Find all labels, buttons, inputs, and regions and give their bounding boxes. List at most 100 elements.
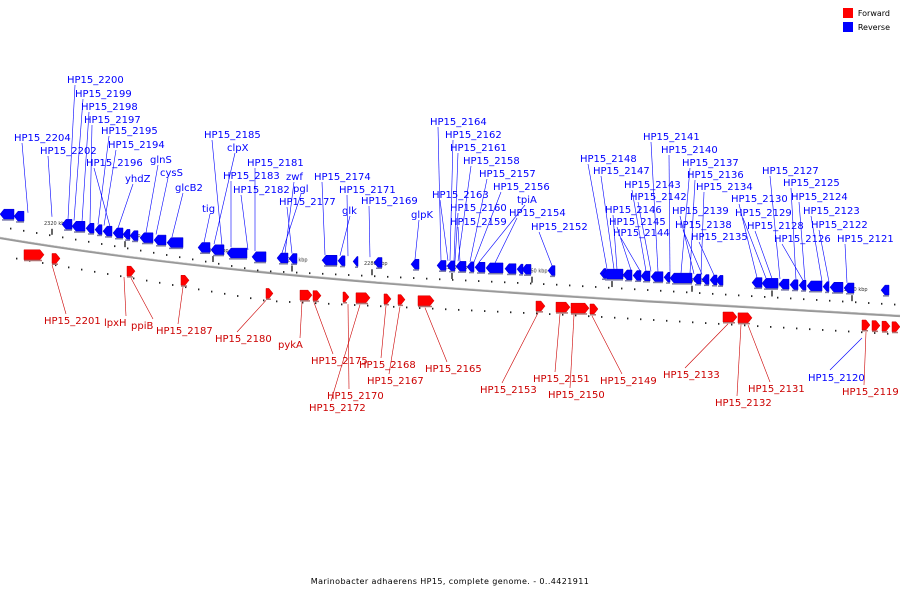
gene-label-hp15-2125: HP15_2125	[783, 178, 840, 189]
forward-gene-shadow	[723, 322, 735, 324]
strand-dot	[257, 269, 259, 272]
strand-dot	[192, 258, 194, 261]
reverse-gene-block	[715, 275, 724, 286]
forward-gene-block	[299, 289, 313, 301]
gene-label-hp15-2144: HP15_2144	[613, 228, 670, 239]
reverse-label-connector	[454, 212, 459, 262]
reverse-label-connector	[478, 204, 526, 263]
strand-dot	[881, 302, 883, 305]
forward-gene-shadow	[556, 312, 568, 314]
reverse-label-connector	[790, 187, 797, 280]
gene-label-hp15-2143: HP15_2143	[624, 180, 681, 191]
gene-label-hp15-2148: HP15_2148	[580, 154, 637, 165]
reverse-gene-block	[640, 270, 651, 282]
strand-dot	[660, 289, 662, 292]
strand-dot	[387, 275, 389, 278]
gene-label-yhdz: yhdZ	[125, 174, 151, 185]
reverse-label-connector	[368, 205, 371, 258]
reverse-gene-shadow	[602, 278, 606, 281]
strand-dot	[263, 299, 265, 302]
reverse-gene-block	[226, 247, 248, 259]
strand-dot	[731, 323, 733, 326]
reverse-gene-block	[663, 272, 671, 283]
gene-label-hp15-2150: HP15_2150	[548, 390, 605, 401]
forward-gene-shadow	[571, 313, 587, 315]
reverse-gene-shadow	[635, 280, 641, 283]
strand-dot	[588, 315, 590, 318]
reverse-gene-shadow	[477, 272, 485, 274]
reverse-label-connector	[457, 226, 461, 262]
forward-gene-shadow	[872, 330, 878, 333]
strand-dot	[179, 256, 181, 259]
forward-gene-shadow	[356, 302, 368, 305]
reverse-gene-block	[692, 273, 702, 285]
reverse-label-connector	[284, 181, 295, 254]
forward-label-connector	[569, 314, 575, 389]
gene-label-hp15-2168: HP15_2168	[359, 360, 416, 371]
strand-dot	[224, 292, 226, 295]
forward-label-connector	[347, 304, 350, 390]
strand-dot	[569, 284, 571, 287]
gene-label-hp15-2133: HP15_2133	[663, 370, 720, 381]
reverse-gene-shadow	[340, 265, 345, 268]
reverse-label-connector	[339, 215, 351, 256]
forward-label-connector	[313, 302, 334, 355]
reverse-label-connector	[346, 194, 349, 257]
strand-dot	[686, 291, 688, 294]
reverse-gene-shadow	[764, 288, 778, 290]
reverse-gene-shadow	[213, 254, 224, 257]
reverse-label-connector	[414, 219, 420, 260]
reverse-gene-shadow	[156, 245, 166, 247]
reverse-gene-block	[547, 265, 556, 276]
strand-dot	[803, 298, 805, 301]
reverse-gene-block	[455, 261, 467, 272]
tick-label: 2220 kbp	[844, 287, 868, 293]
gene-label-tpia: tpiA	[517, 195, 537, 206]
reverse-gene-block	[112, 227, 124, 239]
gene-label-hp15-2187: HP15_2187	[156, 326, 213, 337]
gene-label-hp15-2128: HP15_2128	[747, 221, 804, 232]
strand-dot	[562, 313, 564, 316]
strand-dot	[822, 329, 824, 331]
reverse-label-connector	[286, 206, 293, 254]
strand-dot	[94, 270, 96, 273]
forward-label-connector	[684, 323, 729, 369]
reverse-gene-block	[822, 281, 830, 292]
tick-label: 2270 kbp	[444, 265, 468, 271]
forward-gene-block	[355, 292, 371, 304]
forward-gene-block	[861, 319, 871, 331]
forward-gene-block	[570, 302, 590, 314]
gene-label-glk: glk	[342, 206, 357, 217]
forward-label-connector	[863, 331, 867, 386]
reverse-gene-block	[622, 269, 633, 281]
strand-dot	[796, 327, 798, 330]
strand-dot	[445, 308, 447, 311]
reverse-label-connector	[47, 155, 53, 217]
strand-dot	[10, 227, 12, 230]
forward-gene-block	[180, 275, 190, 286]
reverse-label-connector	[321, 181, 326, 256]
reverse-gene-shadow	[524, 274, 531, 276]
reverse-label-connector	[117, 183, 134, 229]
reverse-label-connector	[700, 191, 705, 275]
strand-dot	[413, 277, 415, 279]
forward-gene-block	[737, 312, 753, 324]
reverse-gene-block	[321, 254, 338, 266]
strand-dot	[361, 274, 363, 277]
strand-dot	[55, 264, 57, 267]
reverse-gene-block	[798, 280, 807, 291]
reverse-label-connector	[600, 175, 615, 270]
gene-label-hp15-2140: HP15_2140	[661, 145, 718, 156]
gene-label-hp15-2185: HP15_2185	[204, 130, 261, 141]
strand-dot	[419, 307, 421, 309]
gene-label-hp15-2163: HP15_2163	[432, 190, 489, 201]
gene-label-hp15-2199: HP15_2199	[75, 89, 132, 100]
reverse-gene-block	[843, 282, 855, 294]
reverse-gene-block	[153, 234, 167, 246]
gene-label-clpx: clpX	[227, 143, 249, 154]
gene-label-hp15-2134: HP15_2134	[696, 182, 753, 193]
forward-gene-shadow	[862, 330, 868, 332]
reverse-gene-shadow	[792, 289, 798, 292]
strand-dot	[218, 262, 220, 265]
strand-dot	[367, 304, 369, 307]
